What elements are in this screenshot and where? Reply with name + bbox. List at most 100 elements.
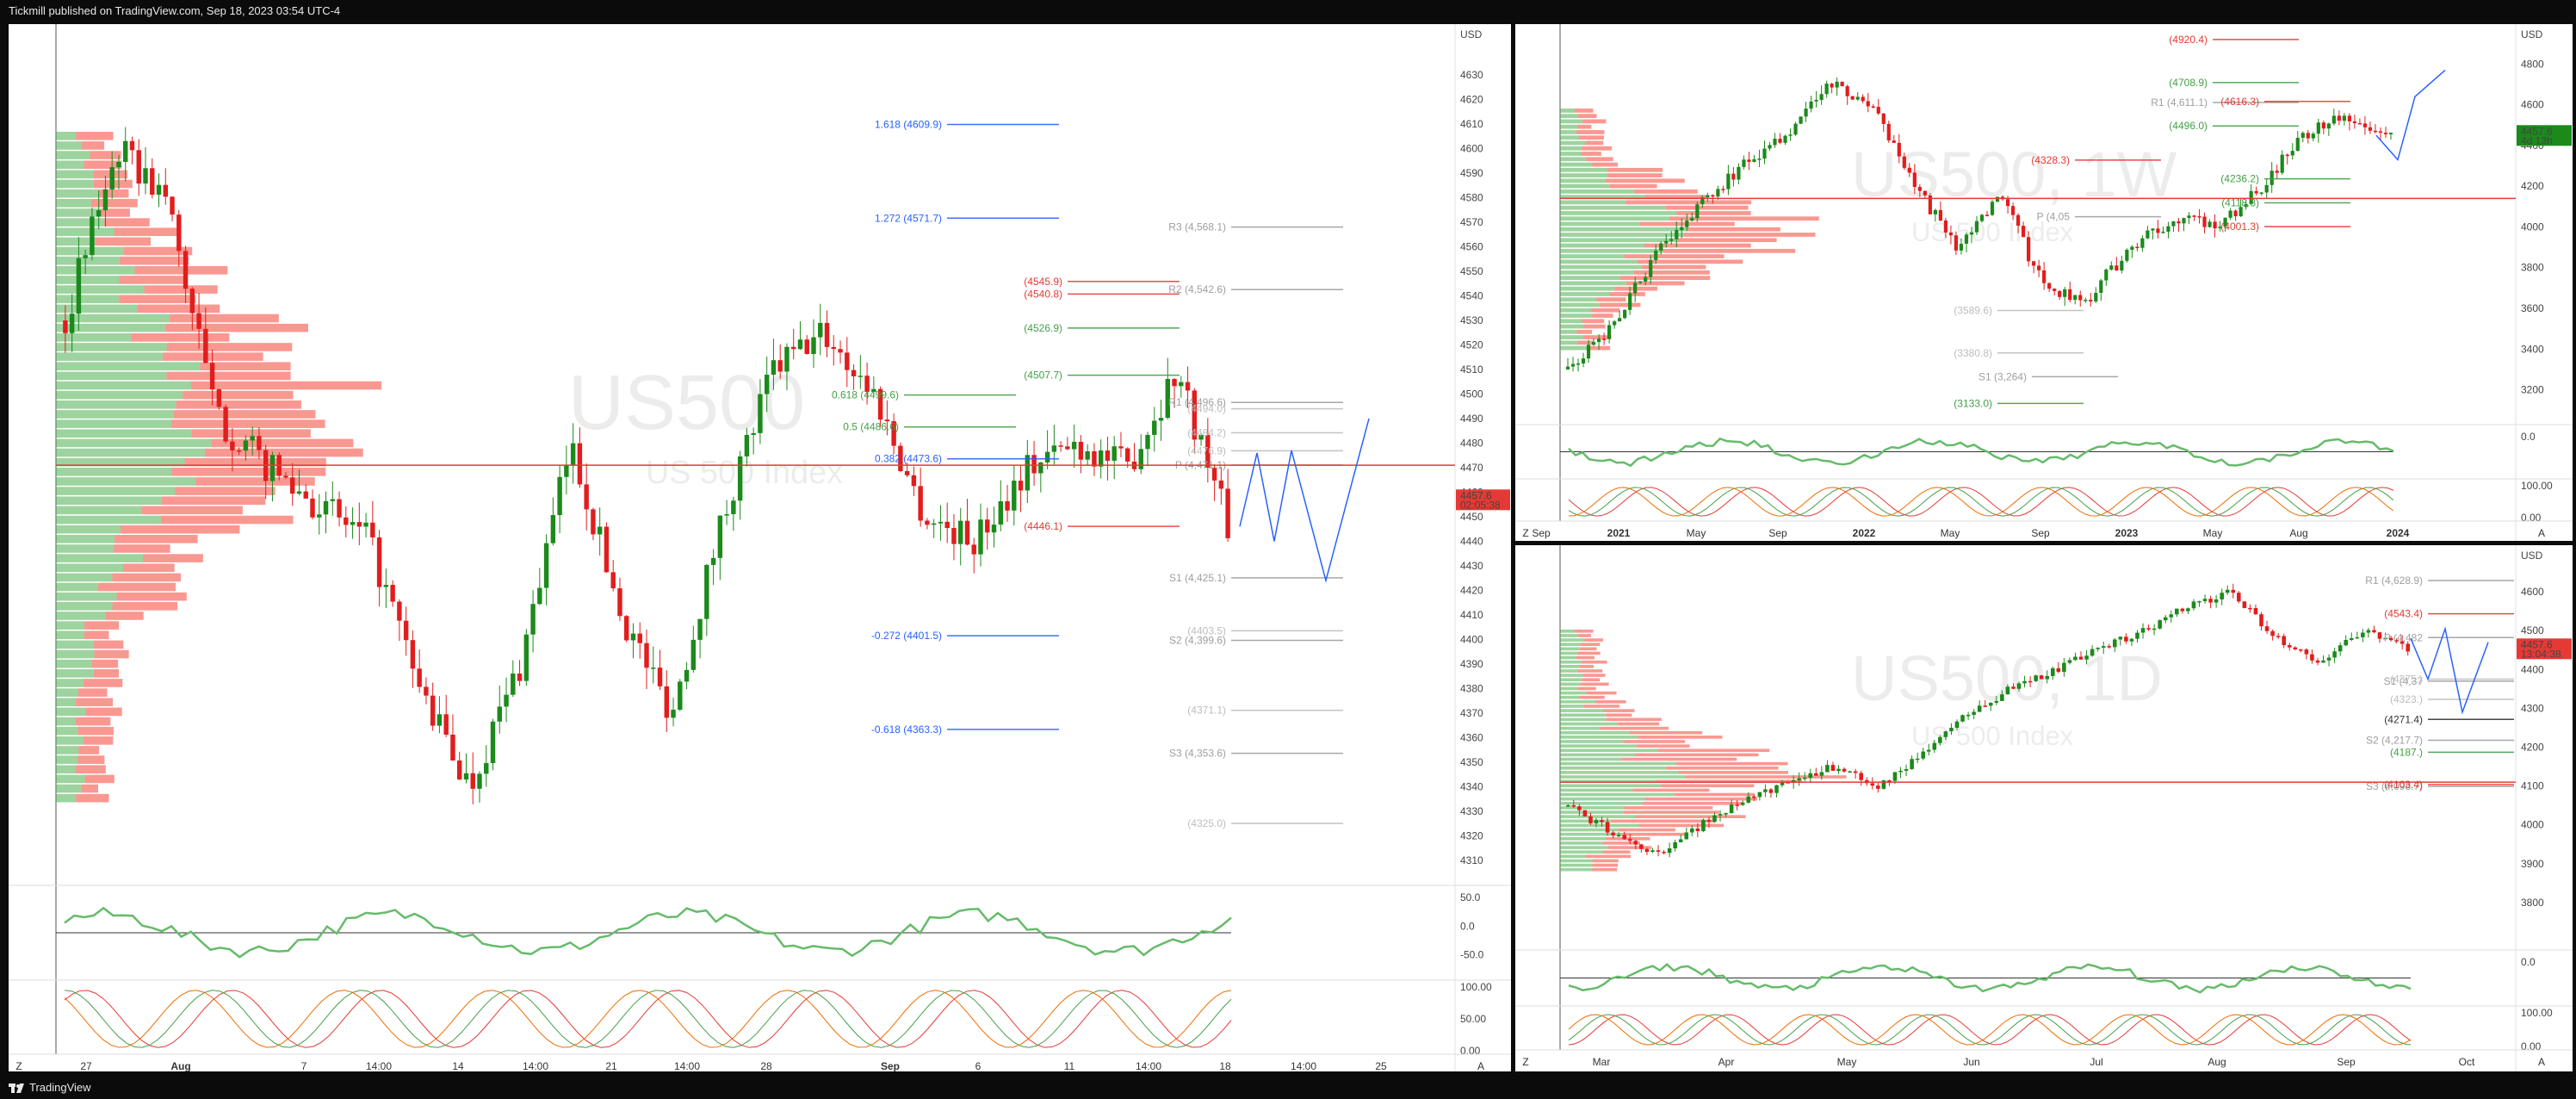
volume-profile-bar-down xyxy=(134,266,228,275)
volume-profile-bar-down xyxy=(1592,314,1613,318)
candle-body xyxy=(2056,667,2061,672)
candle-body xyxy=(497,706,502,722)
candle-body xyxy=(1985,214,1990,216)
candle-body xyxy=(951,528,957,544)
candle-body xyxy=(63,320,68,333)
candle-body xyxy=(1928,195,1932,214)
volume-profile-bar-down xyxy=(1676,211,1751,215)
price-level-label: S1 (3,264) xyxy=(1978,370,2027,382)
candle-body xyxy=(216,389,222,407)
candle-body xyxy=(1051,445,1057,452)
price-level-label: (4494.0) xyxy=(1187,403,1226,415)
chart-pane-weekly[interactable]: US500, 1W US 500 Index (4920.4) (4708.9) R1 … xyxy=(1515,24,2573,541)
volume-profile-bar-down xyxy=(170,419,325,428)
volume-profile-bar-down xyxy=(90,151,121,159)
candle-body xyxy=(2269,171,2274,185)
chart-pane-left[interactable]: US500 US 500 Index 1.618 (4609.9) 1.272 (45… xyxy=(9,24,1511,1071)
candle-body xyxy=(1824,84,1829,95)
candle-body xyxy=(1735,804,1739,806)
candle-body xyxy=(1165,378,1170,419)
zoom-button: Z xyxy=(15,1060,22,1071)
candle-body xyxy=(2242,601,2247,608)
price-axis-tick: 4550 xyxy=(1460,265,1483,277)
candle-body xyxy=(1876,107,1880,114)
volume-profile-bar-down xyxy=(1656,779,1803,783)
volume-profile-bar-up xyxy=(1560,281,1627,286)
price-level-label: (4375.) xyxy=(2390,674,2423,686)
candle-body xyxy=(2089,300,2093,302)
volume-profile-bar-up xyxy=(1560,740,1624,743)
candle-body xyxy=(1012,481,1017,511)
volume-profile-bar-down xyxy=(112,573,182,582)
candle-body xyxy=(737,456,743,501)
volume-profile-bar-up xyxy=(56,793,77,803)
candle-body xyxy=(1570,363,1576,367)
osc2-line xyxy=(64,990,1232,1048)
time-axis-label: 2024 xyxy=(2387,527,2410,539)
volume-profile-bar-up xyxy=(56,679,84,687)
volume-profile-bar-down xyxy=(84,160,122,170)
candle-body xyxy=(1205,435,1211,468)
candle-body xyxy=(1092,450,1097,467)
candle-body xyxy=(1211,467,1217,481)
volume-profile-bar-down xyxy=(1606,836,1650,841)
tradingview-logo[interactable]: TradingView xyxy=(9,1077,91,1099)
volume-profile-bar-down xyxy=(173,410,316,419)
volume-profile-bar-down xyxy=(1592,863,1619,867)
candle-body xyxy=(751,432,756,435)
candle-body xyxy=(1731,173,1736,180)
candle-body xyxy=(1954,721,1960,728)
candle-body xyxy=(1700,197,1705,205)
chart-pane-daily[interactable]: US500, 1D US 500 Index R1 (4,628.9) (4543.4… xyxy=(1515,545,2573,1071)
volume-profile-bar-up xyxy=(56,237,96,246)
volume-profile-bar-down xyxy=(1586,157,1613,162)
osc2-axis-tick: 0.00 xyxy=(2521,512,2542,524)
candle-body xyxy=(651,667,656,669)
candle-body xyxy=(1859,773,1863,780)
candle-body xyxy=(1613,321,1617,326)
osc1-axis-tick: -50.0 xyxy=(1460,949,1484,961)
candle-body xyxy=(1746,796,1751,803)
volume-profile-bar-up xyxy=(1560,200,1626,205)
volume-profile-bar-down xyxy=(123,563,175,573)
left-chart-svg[interactable]: US500 US 500 Index 1.618 (4609.9) 1.272 (45… xyxy=(9,24,1511,1071)
price-axis-tick: 4370 xyxy=(1460,707,1483,719)
candle-body xyxy=(1793,123,1798,135)
candle-body xyxy=(1866,101,1870,107)
volume-profile-bar-up xyxy=(56,468,172,476)
candle-body xyxy=(1938,736,1942,743)
candle-body xyxy=(323,500,329,515)
price-axis-tick: 4450 xyxy=(1460,511,1483,523)
volume-profile-bar-down xyxy=(85,707,122,717)
candle-body xyxy=(303,491,308,499)
volume-profile-bar-down xyxy=(1678,771,1789,774)
daily-chart-svg[interactable]: US500, 1D US 500 Index R1 (4,628.9) (4543.4… xyxy=(1515,545,2573,1071)
volume-profile-bar-down xyxy=(1625,200,1752,205)
candle-body xyxy=(2388,133,2393,134)
candle-body xyxy=(1848,771,1852,773)
candle-body xyxy=(1025,455,1031,491)
candle-body xyxy=(450,734,455,761)
candle-body xyxy=(1948,232,1954,236)
candle-body xyxy=(1622,835,1627,840)
candle-body xyxy=(1644,848,1650,853)
candle-body xyxy=(1752,158,1756,162)
candle-body xyxy=(644,643,649,668)
candle-body xyxy=(1690,828,1694,833)
price-axis-tick: 3200 xyxy=(2521,384,2544,396)
publish-caption: Tickmill published on TradingView.com, S… xyxy=(9,4,341,17)
volume-profile-bar-up xyxy=(56,189,99,198)
volume-profile-bar-down xyxy=(123,246,193,256)
volume-profile-bar-down xyxy=(81,141,105,150)
volume-profile-bar-up xyxy=(56,515,161,525)
volume-profile-bar-up xyxy=(56,448,205,457)
candle-body xyxy=(1786,782,1790,784)
volume-profile-bar-down xyxy=(83,679,123,687)
volume-profile-bar-up xyxy=(1560,797,1645,801)
time-axis-label: Sep xyxy=(881,1060,900,1071)
price-level-label: 0.382 (4473.6) xyxy=(875,453,942,465)
candle-body xyxy=(1853,771,1858,773)
candle-body xyxy=(1158,418,1164,421)
candle-body xyxy=(330,499,335,501)
